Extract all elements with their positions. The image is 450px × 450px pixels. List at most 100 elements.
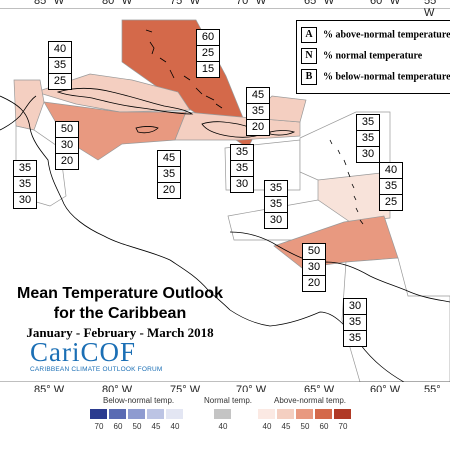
season-label: January - February - March 2018 <box>26 325 214 340</box>
map-canvas <box>0 8 450 382</box>
prob-above: 40 <box>49 42 71 58</box>
prob-normal: 25 <box>197 46 219 62</box>
color-scale: Below-normal temp. Normal temp. Above-no… <box>0 392 450 450</box>
prob-below: 25 <box>384 196 398 208</box>
prob-above: 60 <box>197 30 219 46</box>
lon-label: 85° W <box>34 0 65 7</box>
logo-subtitle: CARIBBEAN CLIMATE OUTLOOK FORUM <box>30 366 163 373</box>
map-title: Mean Temperature Outlook <box>17 285 223 302</box>
logo-text: CariCOF <box>30 337 137 367</box>
prob-above: 35 <box>231 145 253 161</box>
scale-swatch <box>334 409 351 419</box>
prob-normal: 35 <box>14 177 36 193</box>
scale-swatch <box>315 409 332 419</box>
scale-value: 60 <box>319 422 329 431</box>
prob-above: 40 <box>380 163 402 179</box>
scale-value: 45 <box>151 422 161 431</box>
scale-value: 40 <box>262 422 272 431</box>
lon-label: 75° W <box>170 0 201 7</box>
lon-label: 65° W <box>304 0 335 7</box>
legend-key: B <box>301 69 317 85</box>
prob-normal: 35 <box>380 179 402 195</box>
scale-normal-title: Normal temp. <box>204 396 253 405</box>
legend-label: % above-normal temperature <box>323 29 450 41</box>
prob-normal: 30 <box>56 138 78 154</box>
region-belize <box>13 79 45 131</box>
legend-key: A <box>301 27 317 43</box>
prob-box-belize: 40 35 25 <box>48 41 72 90</box>
prob-below: 35 <box>348 332 362 344</box>
legend-key: N <box>301 48 317 64</box>
prob-normal: 35 <box>49 58 71 74</box>
prob-normal: 30 <box>303 260 325 276</box>
jamaica-outline <box>135 126 159 134</box>
scale-value: 50 <box>300 422 310 431</box>
cuba-outline <box>56 87 194 115</box>
scale-swatch <box>277 409 294 419</box>
scale-swatch <box>214 409 231 419</box>
scale-swatch <box>258 409 275 419</box>
prob-above: 50 <box>56 122 78 138</box>
prob-above: 35 <box>265 181 287 197</box>
prob-above: 45 <box>247 88 269 104</box>
map-legend: A % above-normal temperature N % normal te… <box>296 20 450 94</box>
title-block: Mean Temperature Outlook for the Caribbe… <box>0 284 240 341</box>
scale-above-title: Above-normal temp. <box>274 396 347 405</box>
map-title-line2: for the Caribbean <box>53 305 187 322</box>
prob-box-guianas: 30 35 35 <box>343 298 367 347</box>
scale-swatch <box>90 409 107 419</box>
prob-normal: 35 <box>357 131 379 147</box>
prob-below: 30 <box>269 214 283 226</box>
prob-below: 20 <box>162 184 176 196</box>
lon-label: 55° W <box>424 0 441 19</box>
legend-label: % normal temperature <box>323 50 423 62</box>
prob-below: 15 <box>201 63 215 75</box>
prob-box-leeward: 35 35 30 <box>356 114 380 163</box>
prob-box-abc-islands: 50 30 20 <box>302 243 326 292</box>
scale-value: 60 <box>113 422 123 431</box>
prob-above: 35 <box>14 161 36 177</box>
scale-value: 40 <box>170 422 180 431</box>
scale-below-title: Below-normal temp. <box>103 396 175 405</box>
yucatan-outline <box>0 95 37 131</box>
prob-box-windward: 40 35 25 <box>379 162 403 211</box>
prob-normal: 35 <box>344 315 366 331</box>
prob-below: 25 <box>53 75 67 87</box>
scale-value: 45 <box>281 422 291 431</box>
prob-normal: 35 <box>247 104 269 120</box>
scale-swatch <box>166 409 183 419</box>
prob-box-hispaniola: 45 35 20 <box>157 150 181 199</box>
scale-swatch <box>296 409 313 419</box>
coastline <box>0 95 231 311</box>
prob-box-puerto-rico: 35 35 30 <box>230 144 254 193</box>
prob-above: 45 <box>158 151 180 167</box>
prob-box-cayman-jamaica: 50 30 20 <box>55 121 79 170</box>
prob-box-central-america: 35 35 30 <box>13 160 37 209</box>
coastline-sa-inner <box>229 309 405 382</box>
prob-normal: 35 <box>265 197 287 213</box>
lon-label: 70° W <box>236 0 267 7</box>
prob-above: 50 <box>303 244 325 260</box>
puerto-rico-outline <box>269 130 296 136</box>
lesser-antilles <box>329 139 364 225</box>
prob-above: 30 <box>344 299 366 315</box>
lon-label: 80° W <box>102 0 133 7</box>
prob-above: 35 <box>357 115 379 131</box>
prob-box-caribbean-sea: 35 35 30 <box>264 180 288 229</box>
scale-swatch <box>147 409 164 419</box>
legend-row-below: B % below-normal temperature <box>301 69 450 85</box>
legend-row-above: A % above-normal temperature <box>301 27 450 43</box>
prob-box-turks-caicos: 45 35 20 <box>246 87 270 136</box>
bahamas-islands <box>145 29 223 109</box>
legend-row-normal: N % normal temperature <box>301 48 422 64</box>
prob-normal: 35 <box>158 167 180 183</box>
prob-normal: 35 <box>231 161 253 177</box>
coastline-sa <box>229 231 450 303</box>
prob-below: 20 <box>60 155 74 167</box>
prob-below: 30 <box>18 194 32 206</box>
scale-value: 40 <box>218 422 228 431</box>
prob-below: 20 <box>307 277 321 289</box>
prob-below: 30 <box>235 178 249 190</box>
scale-swatch <box>109 409 126 419</box>
